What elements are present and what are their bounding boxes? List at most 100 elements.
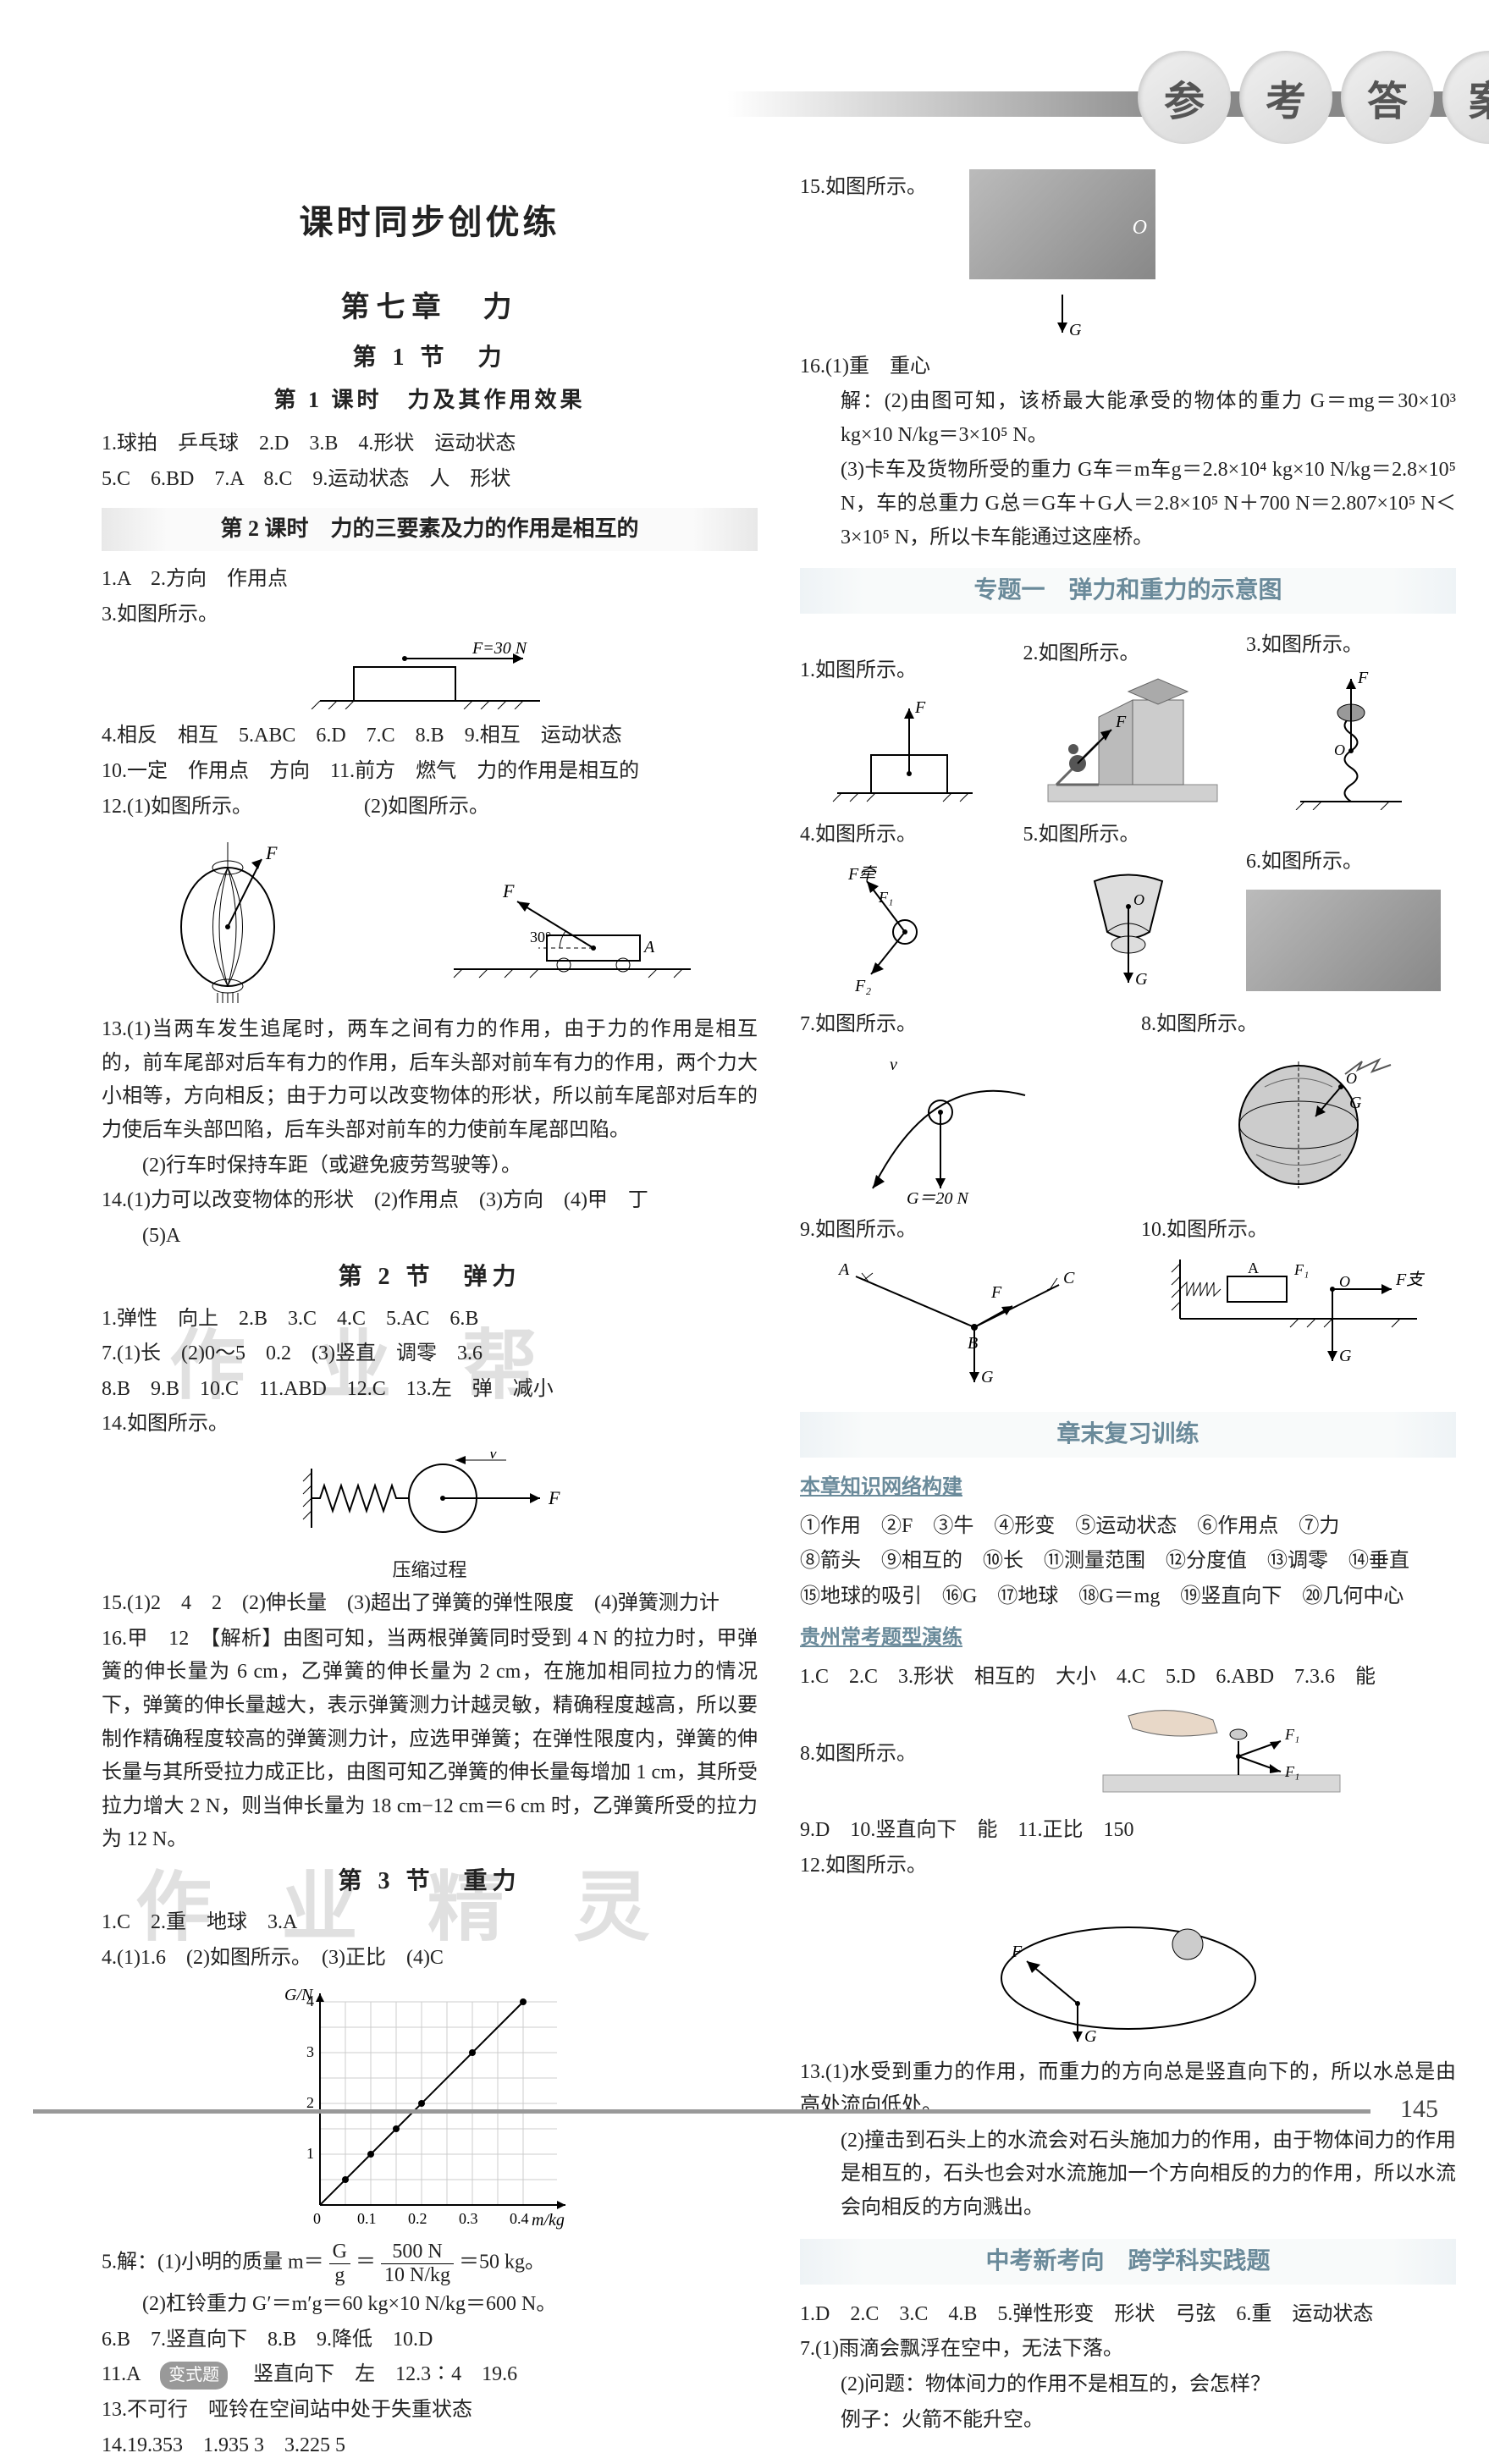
blue-sub-1: 本章知识网络构建 [800,1471,1456,1505]
svg-text:F₁: F₁ [878,889,893,906]
svg-text:F: F [548,1487,560,1508]
zk-line1: 1.D 2.C 3.C 4.B 5.弹性形变 形状 弓弦 6.重 运动状态 [800,2298,1456,2332]
t1c: 3.如图所示。 [1246,629,1456,663]
lesson-2-heading: 第 2 课时 力的三要素及力的作用是相互的 [102,508,758,551]
svg-text:F: F [502,880,515,901]
variant-pill: 变式题 [160,2362,228,2390]
chapter-title: 第七章 力 [102,284,758,332]
s2-fig-caption: 压缩过程 [102,1555,758,1585]
s2-line4: 14.如图所示。 [102,1408,758,1441]
svg-text:v: v [890,1056,897,1074]
svg-text:B: B [968,1334,978,1353]
net-line1: ①作用 ②F ③牛 ④形变 ⑤运动状态 ⑥作用点 ⑦力 [800,1510,1456,1544]
svg-text:4: 4 [306,1993,314,2009]
section-3-title: 第 3 节 重力 [102,1862,758,1901]
fig-row-4: 9.如图所示。 A C B F G 10 [800,1212,1456,1398]
s3-chart: G/N m/kg 12 34 00.1 0.20.3 0.4 [102,1982,758,2234]
net-line2: ⑧箭头 ⑨相互的 ⑩长 ⑪测量范围 ⑫分度值 ⑬调零 ⑭垂直 [800,1545,1456,1579]
left-column: 课时同步创优练 第七章 力 第 1 节 力 第 1 课时 力及其作用效果 1.球… [102,169,758,2464]
r-line2: 16.(1)重 重心 [800,350,1456,384]
s3-line3: 5.解：(1)小明的质量 m＝ G g ＝ 500 N 10 N/kg ＝50 … [102,2241,758,2286]
t1a: 1.如图所示。 [800,654,1010,688]
l2-line4: 10.一定 作用点 方向 11.前方 燃气 力的作用是相互的 [102,755,758,789]
s3-line5: 6.B 7.竖直向下 8.B 9.降低 10.D [102,2323,758,2357]
l2-line2: 3.如图所示。 [102,598,758,632]
content-columns: 课时同步创优练 第七章 力 第 1 节 力 第 1 课时 力及其作用效果 1.球… [102,169,1456,2464]
svg-text:0.4: 0.4 [510,2210,529,2227]
svg-text:C: C [1063,1269,1075,1287]
gn-chart-svg: G/N m/kg 12 34 00.1 0.20.3 0.4 [269,1985,591,2230]
svg-text:G: G [1069,321,1082,339]
drone-fig: O G [969,169,1155,349]
page-number: 145 [1400,2095,1438,2124]
hand-fig-svg: F₁ F₁ [1069,1699,1357,1809]
s3-line8: 14.19.353 1.935 3 3.225 5 [102,2429,758,2463]
main-title: 课时同步创优练 [102,195,758,251]
svg-text:G: G [981,1368,994,1386]
t2c: 6.如图所示。 [1246,846,1456,879]
s2-line5: 15.(1)2 4 2 (2)伸长量 (3)超出了弹簧的弹性限度 (4)弹簧测力… [102,1587,758,1621]
svg-text:F: F [1357,669,1369,687]
svg-text:0.3: 0.3 [459,2210,478,2227]
s3-line7: 13.不可行 哑铃在空间站中处于失重状态 [102,2394,758,2428]
net-line3: ⑮地球的吸引 ⑯G ⑰地球 ⑱G＝mg ⑲竖直向下 ⑳几何中心 [800,1580,1456,1614]
svg-text:G: G [1349,1094,1362,1112]
svg-text:F: F [265,842,278,863]
r-line3: 解：(2)由图可知，该桥最大能承受的物体的重力 G＝mg＝30×10³ kg×1… [800,385,1456,452]
svg-text:F₁: F₁ [1284,1726,1299,1743]
t2b: 5.如图所示。 [1023,819,1233,852]
t4b: 10.如图所示。 [1141,1214,1456,1248]
svg-text:F₁: F₁ [1293,1261,1309,1278]
tab-da: 答 [1341,51,1434,144]
svg-text:G: G [1084,2027,1097,2046]
t3a: 7.如图所示。 [800,1008,1115,1042]
topic-1-heading: 专题一 弹力和重力的示意图 [800,568,1456,614]
page-bar [33,2109,1370,2114]
t1b: 2.如图所示。 [1023,637,1233,671]
s2-line2: 7.(1)长 (2)0～5 0.2 (3)竖直 调零 3.6 [102,1337,758,1371]
svg-text:F=30 N: F=30 N [472,642,528,658]
s2-line3: 8.B 9.B 10.C 11.ABD 12.C 13.左 弹 减小 [102,1373,758,1407]
incline-cart-svg: A 30° F [437,851,708,986]
section-1-title: 第 1 节 力 [102,339,758,378]
s2-spring-fig: F v [102,1448,758,1548]
l2-line6: 13.(1)当两车发生追尾时，两车之间有力的作用，由于力的作用是相互的，前车尾部… [102,1013,758,1147]
l2-line5: 12.(1)如图所示。 (2)如图所示。 [102,791,758,824]
svg-text:F: F [1115,713,1127,731]
l2-line9: (5)A [102,1220,758,1254]
t3b: 8.如图所示。 [1141,1008,1456,1042]
r-line4: (3)卡车及货物所受的重力 G车＝m车g＝2.8×10⁴ kg×10 N/kg＝… [800,454,1456,554]
r-line1: 15.如图所示。 [800,171,952,205]
tab-an: 案 [1442,51,1489,144]
gq-fig-12: F G [800,1890,1456,2049]
svg-text:A: A [642,938,655,956]
right-column: 15.如图所示。 O G 16.(1)重 重心 解：(2)由图可知，该桥最大能承… [800,169,1456,2464]
s2-line1: 1.弹性 向上 2.B 3.C 4.C 5.AC 6.B [102,1303,758,1337]
topic-2-heading: 中考新考向 跨学科实践题 [800,2239,1456,2285]
zk-line4: 例子：火箭不能升空。 [800,2404,1456,2438]
svg-text:F: F [990,1283,1002,1302]
section-2-title: 第 2 节 弹力 [102,1258,758,1297]
l2-line7: (2)行车时保持车距（或避免疲劳驾驶等）。 [102,1149,758,1183]
svg-text:G: G [1339,1347,1352,1365]
l2-line8: 14.(1)力可以改变物体的形状 (2)作用点 (3)方向 (4)甲 丁 [102,1184,758,1218]
lesson-1-title: 第 1 课时 力及其作用效果 [102,383,758,419]
gq-line1: 1.C 2.C 3.形状 相互的 大小 4.C 5.D 6.ABD 7.3.6 … [800,1661,1456,1695]
svg-text:O: O [1133,891,1144,908]
svg-text:F牵: F牵 [847,865,877,884]
svg-text:A: A [1248,1260,1259,1276]
svg-text:m/kg: m/kg [532,2211,565,2230]
l2-line1: 1.A 2.方向 作用点 [102,563,758,597]
svg-text:G＝20 N: G＝20 N [907,1189,969,1205]
zk-line2: 7.(1)雨滴会飘浮在空中，无法下落。 [800,2333,1456,2367]
gq-line2: 8.如图所示。 [800,1738,952,1772]
s2-line6: 16.甲 12 【解析】由图可知，当两根弹簧同时受到 4 N 的拉力时，甲弹簧的… [102,1623,758,1857]
svg-text:1: 1 [306,2145,314,2162]
l1-line2: 5.C 6.BD 7.A 8.C 9.运动状态 人 形状 [102,463,758,497]
s3-line1: 1.C 2.重 地球 3.A [102,1906,758,1940]
s3-line6: 11.A 变式题 竖直向下 左 12.3∶4 19.6 [102,2358,758,2392]
svg-text:v: v [489,1452,497,1463]
spring-svg: F v [286,1452,574,1545]
force-box-svg: F=30 N [303,642,557,709]
svg-text:F₁: F₁ [1284,1763,1299,1780]
